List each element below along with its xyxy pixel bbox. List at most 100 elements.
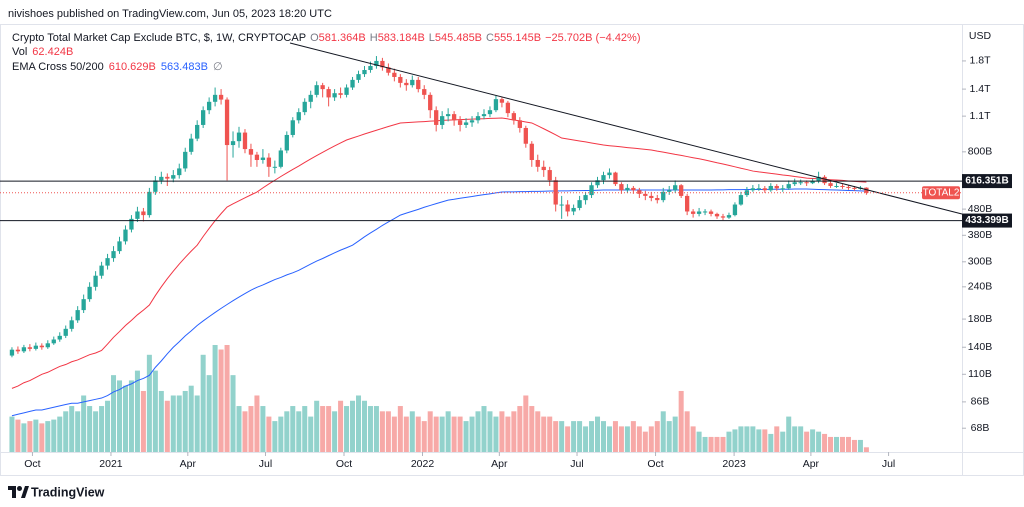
ohlc-key: O [310,32,319,44]
candle-body [99,265,104,276]
volume-bar [863,447,869,452]
candle-body [852,187,857,189]
volume-bar [660,411,666,452]
x-tick-label: Oct [647,458,663,470]
candle-body [595,180,600,186]
candle-body [242,132,248,150]
candle-body [177,168,182,176]
candle-body [756,188,761,190]
candle-body [684,195,690,212]
candle-body [206,101,212,111]
y-tick-label: 140B [968,341,993,353]
publisher-line: nivishoes published on TradingView.com, … [8,8,332,20]
candle-body [21,347,27,352]
y-tick-label: 800B [968,146,993,158]
candle-body [702,211,708,213]
candle-body [93,275,98,287]
candle-body [792,182,797,185]
ohlc-value: 583.184B [378,32,425,44]
volume-bar [505,416,511,452]
volume-bar [469,416,475,452]
candle-body [714,213,720,217]
volume-bar [75,411,81,452]
candle-body [362,70,367,75]
ema-line [11,188,867,417]
volume-bar [439,416,445,452]
candle-body [27,347,33,349]
volume-bar [834,436,840,452]
volume-bar [774,426,780,452]
candle-body [726,215,732,218]
level-tag [962,213,1012,228]
volume-bar [475,411,481,452]
legend-volume: Vol 62.424B [12,46,73,58]
volume-bar [69,406,75,452]
volume-bar [361,400,367,452]
candle-body [344,87,349,95]
candle-body [457,120,463,125]
volume-bar [630,421,636,452]
candle-body [338,93,343,95]
candle-body [661,191,666,201]
candle-body [33,345,39,349]
y-tick-label: 1.4T [969,83,991,95]
candle-body [696,211,702,214]
volume-bar [373,406,379,452]
volume-bar [176,395,182,452]
candle-body [302,101,307,113]
volume-bar [517,406,523,452]
volume-bar [272,421,278,452]
volume-bar [39,423,45,452]
candle-body [559,204,564,206]
volume-bar [786,416,792,452]
candle-body [481,114,487,117]
candle-body [786,184,791,189]
candle-body [51,339,56,344]
candle-body [828,183,833,186]
candle-body [278,150,283,167]
x-tick-label: Jul [259,458,272,470]
volume-bar [684,411,690,452]
candle-body [816,176,821,182]
volume-bar [320,406,326,452]
candle-body [451,114,457,121]
volume-bar [21,423,27,452]
volume-bar [511,411,517,452]
candle-body [69,320,74,329]
volume-bar [236,406,242,452]
candle-body [834,185,839,187]
volume-bar [666,421,672,452]
volume-bar [618,426,624,452]
volume-bar [122,385,128,452]
logo-shape [17,486,22,491]
y-tick-label: 380B [968,229,993,241]
candle-body [368,66,373,71]
volume-bar [415,416,421,452]
volume-bar [218,349,224,452]
candle-body [762,188,767,191]
volume-bar [111,375,117,452]
candle-body [398,76,403,83]
volume-bar [427,411,433,452]
candle-body [135,211,140,219]
volume-bar [529,406,535,452]
candle-body [422,89,427,95]
ohlc-key: L [429,32,435,44]
volume-bar [421,421,427,452]
candle-body [846,186,851,188]
volume-bar [99,406,105,452]
volume-bar [385,411,391,452]
volume-bar [134,370,140,452]
candle-body [804,182,809,184]
volume-bar [326,406,332,452]
volume-bar [792,426,798,452]
volume-bar [595,416,601,452]
volume-bar [690,426,696,452]
x-tick-label: 2022 [411,458,435,470]
y-tick-label: 300B [968,256,993,268]
level-tag-label: 616.351B [965,176,1008,187]
volume-bar [714,436,720,452]
candle-body [511,113,517,121]
volume-bar [654,421,660,452]
candle-body [230,141,236,146]
